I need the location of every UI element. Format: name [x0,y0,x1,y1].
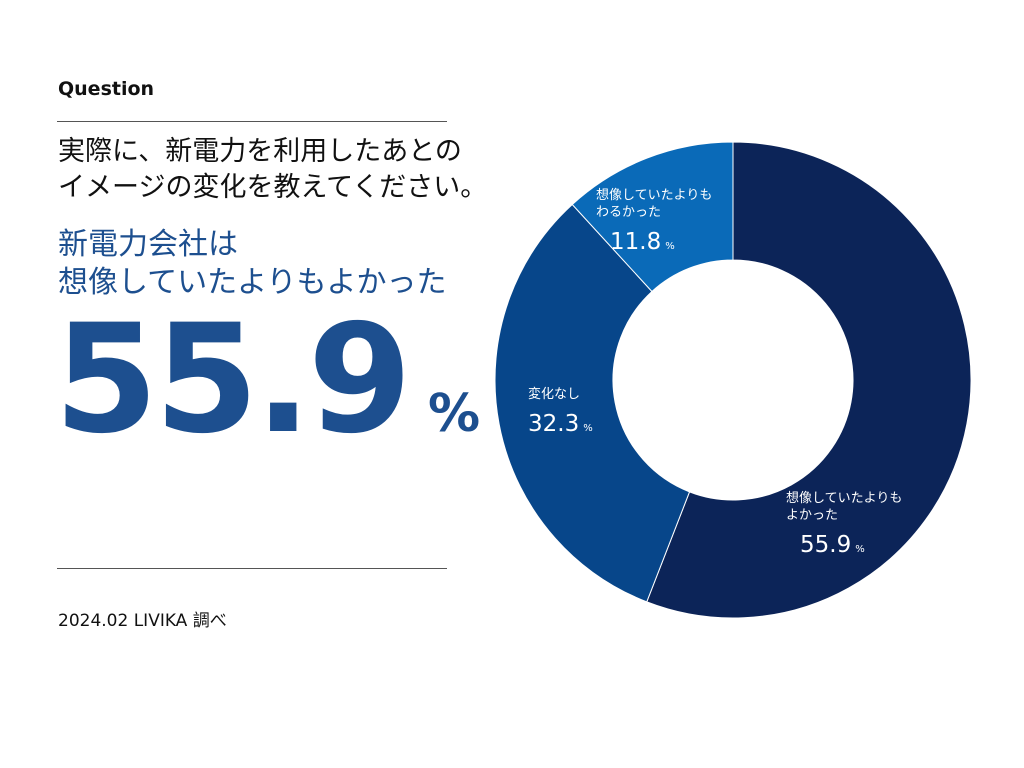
slice-2-value: 32.3 [528,411,579,437]
highlight-line-2: 想像していたよりもよかった [58,265,447,300]
slice-3-label-line-1: 想像していたよりも [596,187,712,203]
source-note: 2024.02 LIVIKA 調べ [58,611,227,631]
question-line-2: イメージの変化を教えてください。 [58,172,488,203]
question-text: 実際に、新電力を利用したあとの イメージの変化を教えてください。 [58,134,528,206]
slice-2-label-line-1: 変化なし [528,386,580,402]
highlight-caption: 新電力会社は 想像していたよりもよかった [58,226,447,302]
slice-1-label-line-1: 想像していたよりも [786,490,902,506]
question-line-1: 実際に、新電力を利用したあとの [58,136,462,167]
slice-1-label-line-2: よかった [786,508,838,523]
highlight-unit: % [428,384,481,444]
slice-2-unit: % [583,423,593,434]
slice-3-label-line-2: わるかった [596,205,661,220]
highlight-value: 55.9 [54,293,412,467]
slice-1-value: 55.9 [800,532,851,558]
bottom-divider [57,568,447,569]
donut-slice-1 [646,141,972,619]
slice-3-value: 11.8 [610,229,661,255]
donut-slice-3 [571,141,734,293]
donut-slice-2 [494,203,691,603]
highlight-line-1: 新電力会社は [58,227,238,262]
top-divider [57,121,447,122]
slice-1-unit: % [855,544,865,555]
slice-3-unit: % [665,241,675,252]
question-label: Question [58,78,155,100]
